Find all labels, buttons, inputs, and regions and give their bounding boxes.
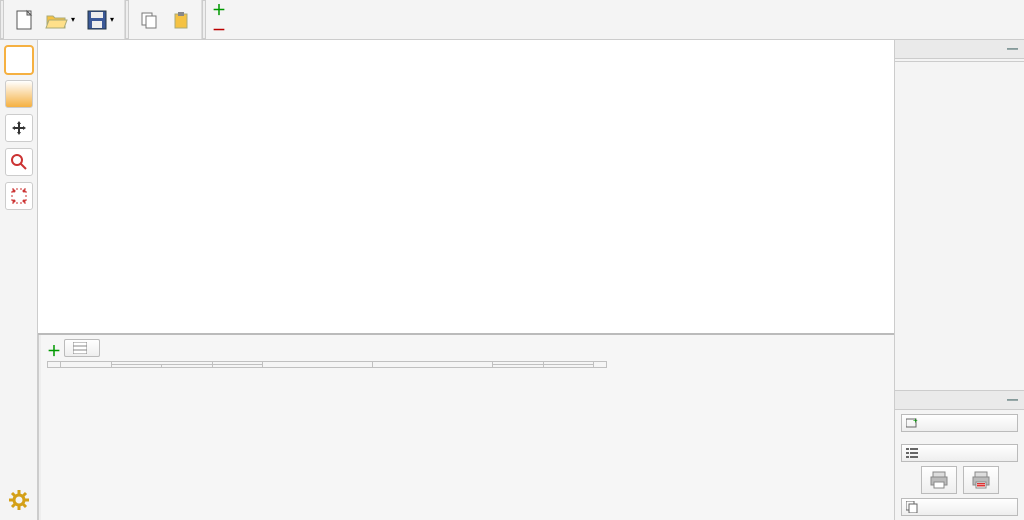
open-file-button[interactable]: ▾ bbox=[42, 6, 78, 34]
arquivo-tab[interactable] bbox=[0, 0, 4, 39]
main-area: ＋ bbox=[0, 40, 1024, 520]
settings-button[interactable] bbox=[5, 486, 33, 514]
svg-text:+: + bbox=[913, 417, 918, 425]
view-2d-button[interactable] bbox=[5, 46, 33, 74]
pan-button[interactable] bbox=[5, 114, 33, 142]
remove-stage-button[interactable]: － bbox=[212, 20, 226, 40]
new-file-button[interactable] bbox=[10, 6, 38, 34]
col-nome bbox=[373, 362, 493, 368]
left-view-strip bbox=[0, 40, 38, 520]
editar-tab[interactable] bbox=[125, 0, 129, 39]
print-button[interactable] bbox=[921, 466, 957, 494]
file-tools: ▾ ▾ bbox=[4, 0, 125, 39]
collapse-modos-button[interactable]: — bbox=[1007, 43, 1018, 55]
etapa-tab[interactable] bbox=[202, 0, 206, 39]
col-b bbox=[493, 365, 544, 368]
anchor-panel-tab[interactable] bbox=[38, 335, 41, 520]
top-toolbar: ▾ ▾ ＋ － bbox=[0, 0, 1024, 40]
collapse-results-button[interactable]: — bbox=[1007, 394, 1018, 406]
add-image-button[interactable]: + bbox=[901, 414, 1018, 432]
list-icon bbox=[906, 447, 918, 459]
modos-header: — bbox=[895, 40, 1024, 59]
col-novo bbox=[111, 365, 162, 368]
paste-button[interactable] bbox=[167, 6, 195, 34]
col-z bbox=[212, 365, 263, 368]
right-panel: — — + bbox=[894, 40, 1024, 520]
col-F bbox=[543, 365, 594, 368]
save-button[interactable]: ▾ bbox=[82, 6, 118, 34]
col-tipo bbox=[263, 362, 373, 368]
plus-icon: ＋ bbox=[47, 343, 61, 359]
add-anchor-button[interactable] bbox=[64, 339, 100, 357]
edit-tools bbox=[129, 0, 202, 39]
col-pos bbox=[162, 365, 213, 368]
bottom-panel: ＋ bbox=[38, 335, 894, 520]
image-plus-icon: + bbox=[906, 417, 918, 429]
col-no bbox=[61, 362, 112, 368]
copy-icon bbox=[906, 501, 918, 513]
model-canvas[interactable] bbox=[38, 40, 894, 335]
anchor-table bbox=[47, 361, 607, 368]
view-3d-button[interactable] bbox=[5, 80, 33, 108]
printer-icon bbox=[929, 471, 949, 489]
add-stage-button[interactable]: ＋ bbox=[212, 0, 226, 20]
print-color-button[interactable] bbox=[963, 466, 999, 494]
table-icon bbox=[73, 342, 87, 354]
fit-view-button[interactable] bbox=[5, 182, 33, 210]
results-header: — bbox=[895, 391, 1024, 410]
printer-color-icon bbox=[971, 471, 991, 489]
copy-button[interactable] bbox=[135, 6, 163, 34]
image-list-button[interactable] bbox=[901, 444, 1018, 462]
stage-tools: ＋ － bbox=[206, 0, 252, 39]
zoom-button[interactable] bbox=[5, 148, 33, 176]
copy-figure-button[interactable] bbox=[901, 498, 1018, 516]
